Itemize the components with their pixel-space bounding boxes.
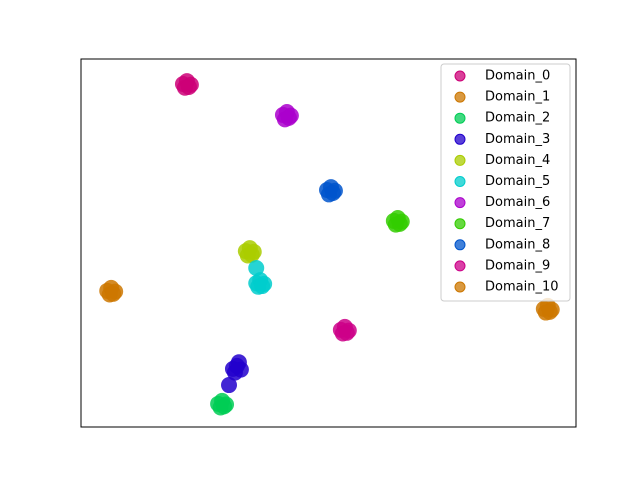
legend-label: Domain_4 <box>485 153 550 168</box>
legend-marker <box>454 218 466 230</box>
legend-marker <box>454 70 466 82</box>
legend-label: Domain_5 <box>485 174 550 189</box>
legend-label: Domain_0 <box>485 69 550 84</box>
point <box>226 364 243 381</box>
legend-label: Domain_10 <box>485 280 559 295</box>
legend-label: Domain_6 <box>485 195 550 210</box>
legend-marker <box>454 176 466 187</box>
legend-label: Domain_8 <box>485 237 550 252</box>
point <box>248 260 265 277</box>
point <box>243 246 260 263</box>
legend-label: Domain_1 <box>485 90 550 105</box>
legend-label: Domain_9 <box>485 258 550 273</box>
point <box>541 303 558 320</box>
legend-label: Domain_7 <box>485 216 550 231</box>
legend-marker <box>454 154 466 166</box>
point <box>105 285 122 302</box>
point <box>254 278 271 295</box>
point <box>221 377 238 394</box>
legend-marker <box>454 91 466 103</box>
legend-marker <box>454 260 466 272</box>
point <box>216 398 233 415</box>
legend-box <box>440 63 571 302</box>
legend-marker <box>454 112 466 124</box>
legend-marker <box>454 281 466 293</box>
points <box>99 73 560 416</box>
point <box>180 78 197 95</box>
legend-label: Domain_3 <box>485 132 550 147</box>
point <box>338 324 355 341</box>
point <box>280 109 297 126</box>
plot-frame <box>80 58 577 428</box>
legend-marker <box>454 133 466 145</box>
legend-marker <box>454 239 466 251</box>
legend-marker <box>454 197 466 209</box>
point <box>391 215 408 232</box>
point <box>324 184 341 201</box>
legend-label: Domain_2 <box>485 111 550 126</box>
